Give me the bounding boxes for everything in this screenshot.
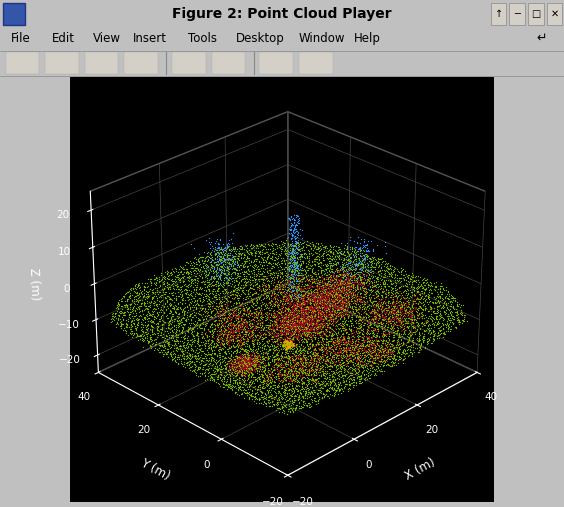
Text: ─: ─ — [514, 9, 520, 19]
Text: ✕: ✕ — [550, 9, 558, 19]
Bar — [124, 52, 158, 75]
Text: Desktop: Desktop — [236, 32, 285, 45]
Text: Insert: Insert — [133, 32, 167, 45]
Bar — [299, 52, 333, 75]
Text: □: □ — [531, 9, 540, 19]
Y-axis label: Y (m): Y (m) — [138, 456, 173, 483]
Bar — [509, 3, 525, 25]
Text: ↑: ↑ — [495, 9, 503, 19]
Bar — [212, 52, 245, 75]
Bar — [547, 3, 562, 25]
Bar — [172, 52, 206, 75]
Bar — [6, 52, 39, 75]
Bar — [491, 3, 506, 25]
Text: Edit: Edit — [52, 32, 75, 45]
Text: Help: Help — [354, 32, 381, 45]
Text: View: View — [92, 32, 121, 45]
X-axis label: X (m): X (m) — [403, 456, 438, 483]
Bar — [528, 3, 544, 25]
Bar — [259, 52, 293, 75]
Bar — [45, 52, 79, 75]
Bar — [85, 52, 118, 75]
Text: Figure 2: Point Cloud Player: Figure 2: Point Cloud Player — [172, 7, 392, 21]
Text: File: File — [11, 32, 31, 45]
Text: Tools: Tools — [188, 32, 217, 45]
Bar — [3, 3, 25, 25]
Text: ↵: ↵ — [536, 32, 547, 45]
Text: Window: Window — [299, 32, 345, 45]
